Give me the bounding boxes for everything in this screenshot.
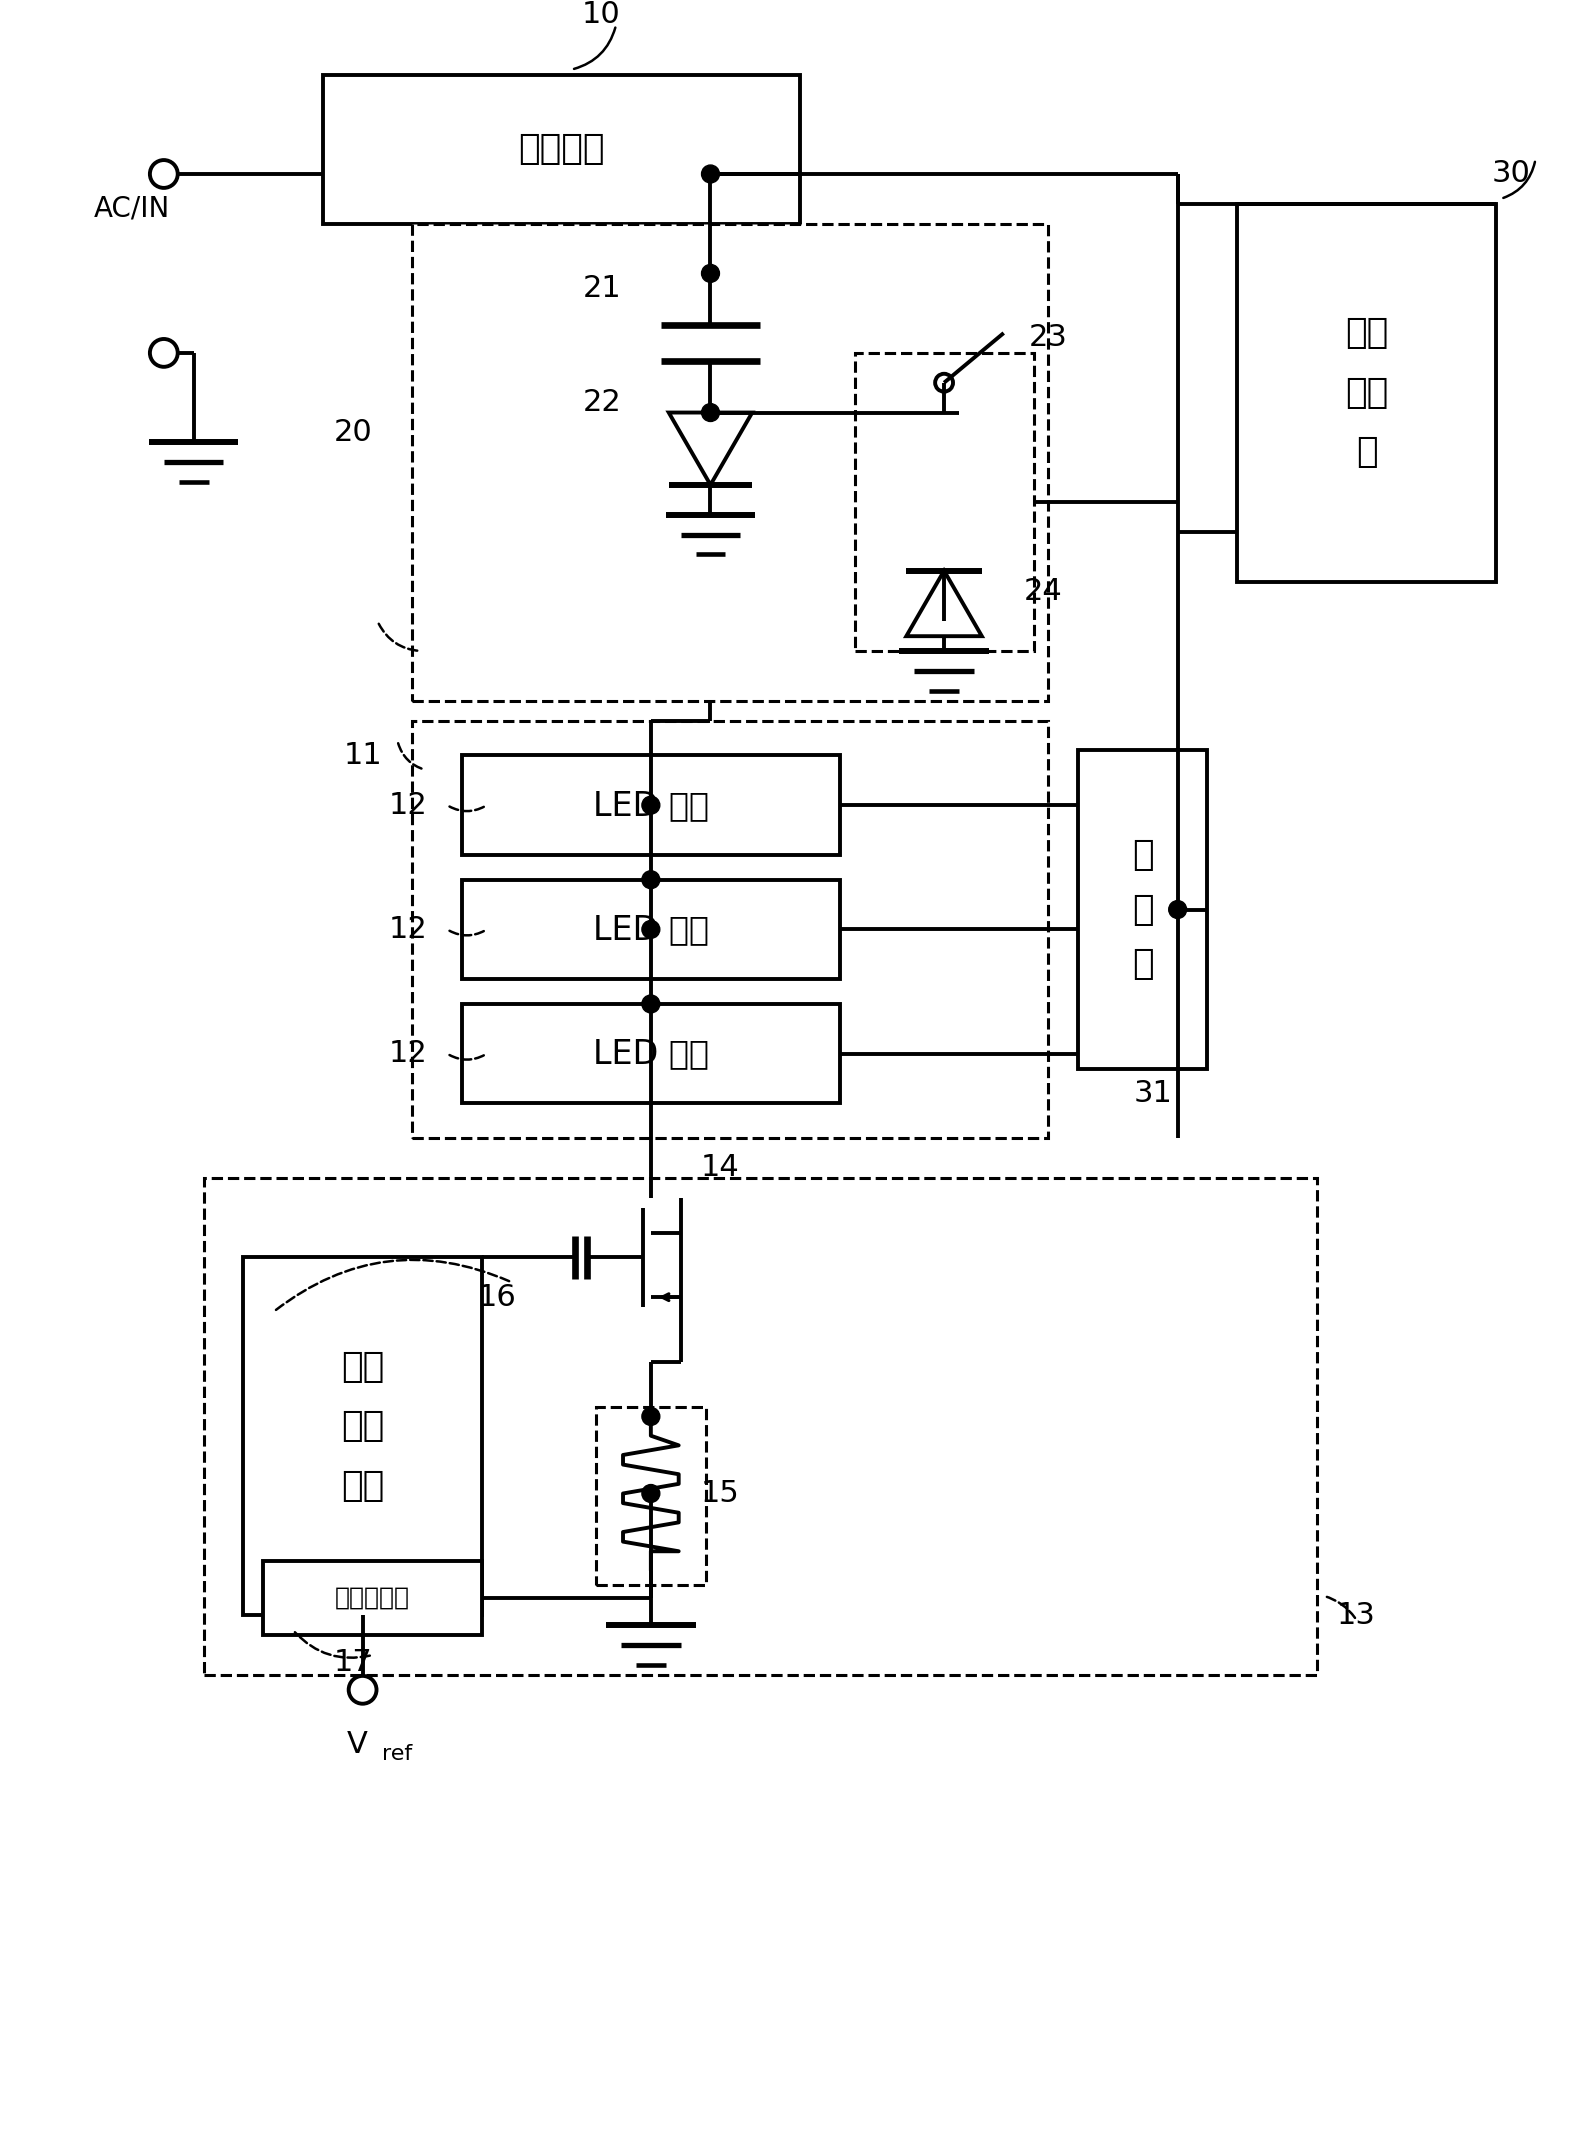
Text: 低频滤波器: 低频滤波器 [336, 1586, 410, 1610]
Text: V: V [347, 1730, 367, 1758]
Text: 20: 20 [333, 417, 372, 448]
Bar [323, 75, 800, 224]
Text: LED 单元: LED 单元 [592, 788, 710, 822]
Text: 分压: 分压 [1345, 316, 1388, 351]
Text: 24: 24 [1025, 577, 1063, 607]
Text: 16: 16 [477, 1283, 516, 1313]
Text: 15: 15 [702, 1478, 740, 1509]
Circle shape [642, 1407, 661, 1425]
Circle shape [642, 872, 661, 889]
Bar [463, 755, 840, 854]
Bar [463, 880, 840, 979]
Text: 控制: 控制 [1345, 377, 1388, 409]
Text: 13: 13 [1337, 1601, 1375, 1629]
Text: 单元: 单元 [341, 1470, 385, 1502]
Bar [244, 1257, 482, 1616]
Bar [412, 224, 1049, 702]
Text: 11: 11 [344, 740, 382, 770]
Bar [412, 721, 1049, 1138]
Text: 23: 23 [1030, 323, 1068, 353]
Circle shape [642, 994, 661, 1014]
Bar [1237, 204, 1495, 581]
Text: 整流单元: 整流单元 [518, 131, 605, 166]
Text: LED 单元: LED 单元 [592, 912, 710, 947]
Bar [1079, 751, 1207, 1070]
Text: 22: 22 [583, 387, 621, 417]
Circle shape [702, 265, 719, 282]
Text: 31: 31 [1134, 1078, 1172, 1108]
Text: 器: 器 [1133, 947, 1153, 981]
Text: 控制: 控制 [341, 1410, 385, 1444]
Text: 工: 工 [1133, 893, 1153, 928]
Text: LED 单元: LED 单元 [592, 1037, 710, 1070]
Text: 12: 12 [388, 1039, 428, 1067]
Text: 30: 30 [1491, 159, 1530, 189]
Bar [263, 1560, 482, 1636]
Text: 器: 器 [1356, 435, 1378, 469]
Bar [855, 353, 1033, 652]
Text: 10: 10 [581, 0, 621, 30]
Text: 多: 多 [1133, 837, 1153, 872]
Circle shape [702, 166, 719, 183]
Text: 17: 17 [333, 1648, 372, 1676]
Text: 12: 12 [388, 790, 428, 820]
Text: 14: 14 [702, 1153, 740, 1181]
Circle shape [702, 405, 719, 422]
Text: 21: 21 [583, 273, 621, 303]
Circle shape [642, 796, 661, 813]
Text: AC/IN: AC/IN [93, 196, 171, 224]
Circle shape [1169, 900, 1186, 919]
Text: 稳流: 稳流 [341, 1349, 385, 1384]
Circle shape [642, 1485, 661, 1502]
Bar [204, 1177, 1316, 1674]
Text: ref: ref [382, 1745, 412, 1765]
Text: 12: 12 [388, 915, 428, 945]
Bar [463, 1005, 840, 1104]
Bar [596, 1407, 705, 1586]
Circle shape [642, 921, 661, 938]
